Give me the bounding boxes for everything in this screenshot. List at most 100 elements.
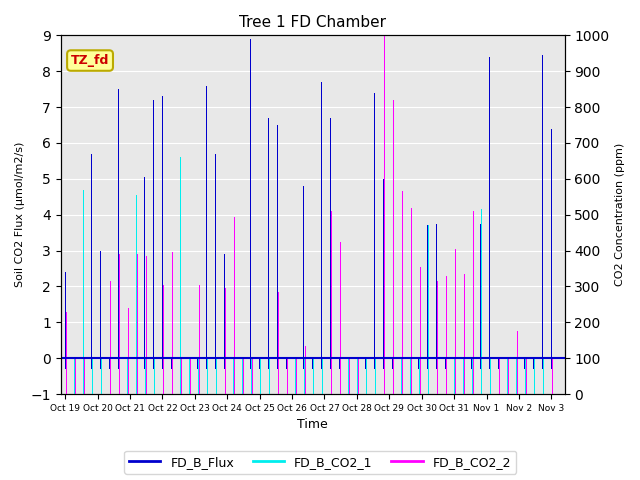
Bar [552, 358, 553, 437]
Bar [233, 358, 234, 369]
Bar [208, 304, 209, 358]
Bar [294, 358, 296, 369]
Bar [269, 290, 270, 358]
Bar [322, 358, 323, 394]
Bar [224, 358, 225, 369]
Bar [100, 358, 101, 369]
Bar [181, 358, 182, 437]
Bar [216, 358, 217, 437]
Bar [287, 358, 288, 394]
Bar [428, 358, 429, 414]
Bar [543, 358, 544, 394]
Bar [445, 358, 446, 414]
Bar [109, 204, 111, 358]
Bar [207, 358, 208, 414]
Bar [533, 358, 534, 369]
Bar [172, 252, 173, 358]
Bar [481, 209, 482, 358]
Bar [455, 358, 456, 437]
Bar [313, 358, 314, 394]
Bar [490, 358, 492, 437]
Bar [472, 358, 473, 394]
Bar [384, 358, 385, 394]
Bar [92, 358, 93, 394]
Bar [349, 358, 350, 376]
Bar [296, 358, 297, 394]
Title: Tree 1 FD Chamber: Tree 1 FD Chamber [239, 15, 386, 30]
Bar [454, 358, 455, 394]
Bar [410, 358, 411, 414]
Bar [507, 358, 508, 369]
Bar [543, 358, 544, 437]
Bar [128, 358, 129, 437]
Bar [349, 358, 350, 437]
Bar [525, 358, 526, 414]
Bar [366, 358, 367, 394]
Bar [357, 358, 358, 394]
Bar [163, 358, 164, 437]
Bar [198, 358, 199, 394]
Bar [127, 358, 128, 414]
Bar [180, 157, 181, 358]
Bar [198, 358, 199, 414]
Bar [250, 39, 251, 358]
Bar [101, 358, 102, 394]
Bar [392, 358, 394, 394]
Bar [402, 192, 403, 358]
Bar [419, 358, 420, 414]
Bar [366, 358, 367, 414]
Bar [153, 100, 154, 358]
Bar [269, 358, 270, 437]
Bar [136, 358, 137, 414]
Bar [436, 358, 438, 394]
Bar [464, 358, 465, 437]
Bar [455, 249, 456, 358]
Bar [330, 358, 331, 369]
Bar [225, 288, 226, 358]
Bar [516, 358, 517, 414]
Bar [331, 358, 332, 414]
Bar [215, 154, 216, 358]
Bar [446, 358, 447, 437]
Bar [286, 358, 287, 369]
Bar [340, 241, 341, 358]
Y-axis label: Soil CO2 Flux (μmol/m2/s): Soil CO2 Flux (μmol/m2/s) [15, 142, 25, 288]
Bar [392, 358, 394, 414]
Bar [180, 358, 181, 414]
Bar [155, 358, 156, 394]
Bar [145, 358, 146, 394]
Bar [128, 308, 129, 358]
Bar [445, 170, 446, 358]
Bar [242, 154, 243, 358]
Bar [482, 358, 483, 437]
Bar [74, 358, 75, 414]
Bar [374, 93, 375, 358]
Bar [146, 358, 147, 437]
Bar [260, 358, 261, 437]
Bar [65, 358, 67, 394]
Bar [331, 358, 332, 394]
Bar [215, 358, 216, 369]
Bar [163, 285, 164, 358]
Bar [154, 358, 155, 394]
Bar [145, 358, 146, 414]
Bar [243, 358, 244, 437]
Bar [411, 358, 412, 437]
Bar [356, 358, 357, 369]
Bar [410, 358, 411, 394]
Bar [171, 358, 172, 369]
Bar [542, 55, 543, 358]
Bar [207, 358, 208, 394]
Bar [402, 358, 403, 437]
Bar [278, 292, 279, 358]
Bar [383, 179, 384, 358]
Bar [127, 358, 128, 394]
Bar [153, 358, 154, 369]
Bar [251, 358, 252, 394]
Bar [524, 358, 525, 369]
Bar [551, 358, 552, 369]
Bar [181, 358, 182, 394]
Bar [294, 283, 296, 358]
Bar [234, 358, 235, 437]
Bar [162, 96, 163, 358]
